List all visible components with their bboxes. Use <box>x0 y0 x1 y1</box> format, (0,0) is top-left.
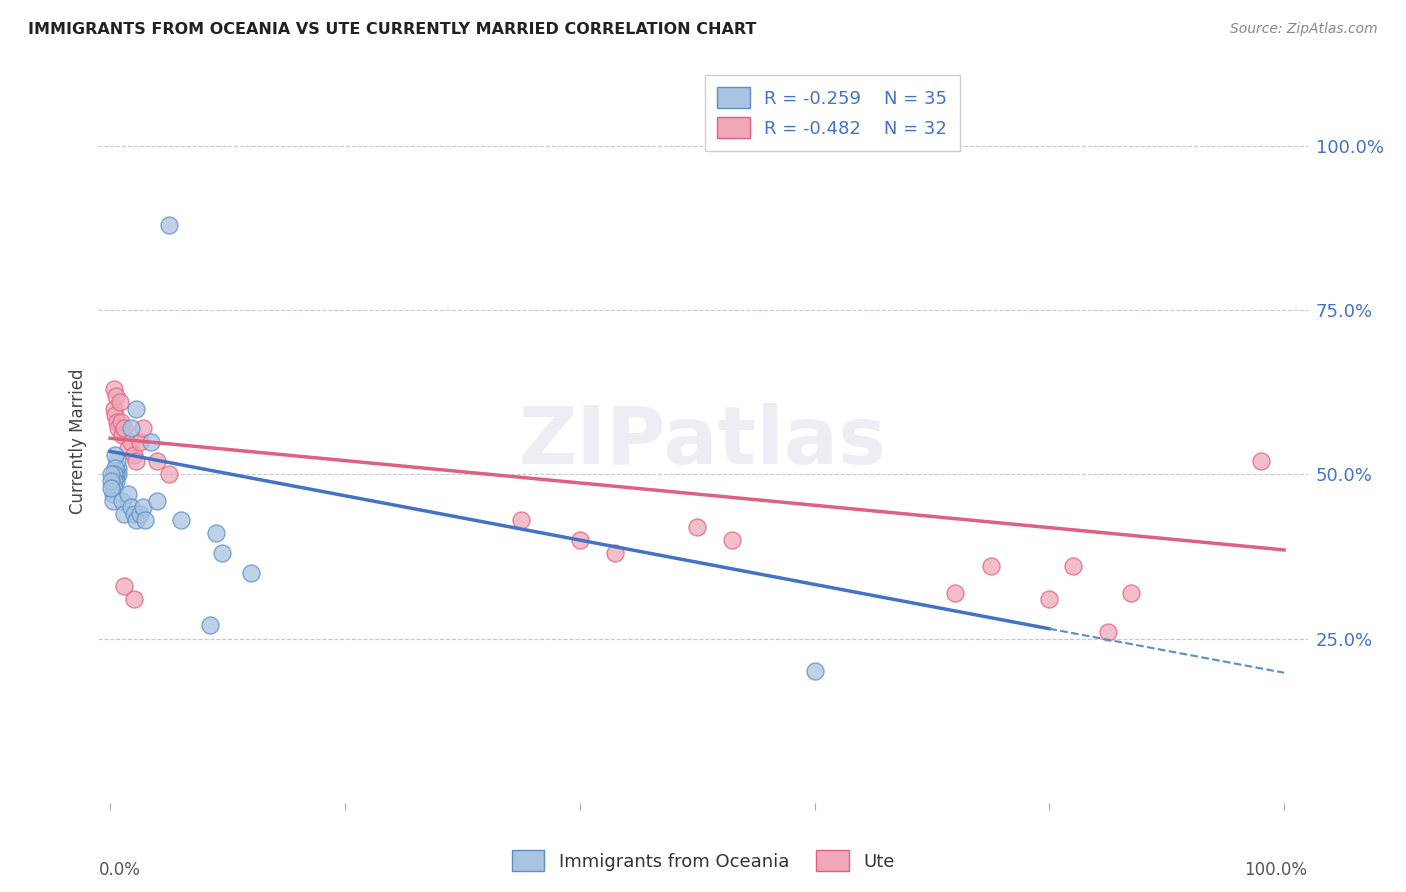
Point <box>101 493 124 508</box>
Point <box>980 559 1002 574</box>
Point <box>107 460 129 475</box>
Text: 0.0%: 0.0% <box>98 861 141 879</box>
Point <box>132 421 155 435</box>
Point <box>107 467 129 482</box>
Point <box>103 401 125 416</box>
Point <box>111 493 134 508</box>
Point <box>105 388 128 402</box>
Point <box>169 513 191 527</box>
Point <box>146 493 169 508</box>
Point <box>122 507 145 521</box>
Point <box>568 533 591 547</box>
Point <box>100 474 122 488</box>
Point <box>686 520 709 534</box>
Point <box>105 474 128 488</box>
Point <box>803 665 825 679</box>
Point <box>1097 625 1119 640</box>
Point <box>111 428 134 442</box>
Point <box>240 566 263 580</box>
Point <box>1038 592 1060 607</box>
Point <box>120 434 142 449</box>
Point <box>1250 454 1272 468</box>
Point <box>100 467 122 482</box>
Point <box>146 454 169 468</box>
Point <box>105 415 128 429</box>
Point <box>107 421 129 435</box>
Point <box>128 507 150 521</box>
Point <box>125 454 148 468</box>
Point <box>603 546 626 560</box>
Point <box>105 467 128 482</box>
Point <box>104 409 127 423</box>
Point <box>120 421 142 435</box>
Point <box>101 487 124 501</box>
Point <box>198 618 221 632</box>
Point <box>132 500 155 515</box>
Point <box>134 513 156 527</box>
Text: 100.0%: 100.0% <box>1244 861 1308 879</box>
Point <box>157 467 180 482</box>
Point <box>110 415 132 429</box>
Point <box>120 500 142 515</box>
Point <box>103 467 125 482</box>
Legend: Immigrants from Oceania, Ute: Immigrants from Oceania, Ute <box>505 843 901 879</box>
Point <box>1062 559 1084 574</box>
Point <box>122 448 145 462</box>
Point <box>141 434 163 449</box>
Text: Source: ZipAtlas.com: Source: ZipAtlas.com <box>1230 22 1378 37</box>
Text: ZIPatlas: ZIPatlas <box>519 402 887 481</box>
Point <box>157 218 180 232</box>
Point <box>1121 585 1143 599</box>
Point <box>117 487 139 501</box>
Point <box>108 395 131 409</box>
Point <box>105 454 128 468</box>
Point <box>510 513 533 527</box>
Point <box>211 546 233 560</box>
Point <box>721 533 744 547</box>
Text: IMMIGRANTS FROM OCEANIA VS UTE CURRENTLY MARRIED CORRELATION CHART: IMMIGRANTS FROM OCEANIA VS UTE CURRENTLY… <box>28 22 756 37</box>
Point <box>103 382 125 396</box>
Point <box>117 441 139 455</box>
Point <box>204 526 226 541</box>
Point <box>122 592 145 607</box>
Point <box>945 585 967 599</box>
Point <box>128 434 150 449</box>
Point <box>125 401 148 416</box>
Point <box>104 460 127 475</box>
Point <box>112 507 135 521</box>
Point <box>104 448 127 462</box>
Point <box>125 513 148 527</box>
Point <box>112 421 135 435</box>
Y-axis label: Currently Married: Currently Married <box>69 368 87 515</box>
Point <box>103 481 125 495</box>
Point <box>103 474 125 488</box>
Legend: R = -0.259    N = 35, R = -0.482    N = 32: R = -0.259 N = 35, R = -0.482 N = 32 <box>704 75 960 151</box>
Point <box>100 481 122 495</box>
Point <box>112 579 135 593</box>
